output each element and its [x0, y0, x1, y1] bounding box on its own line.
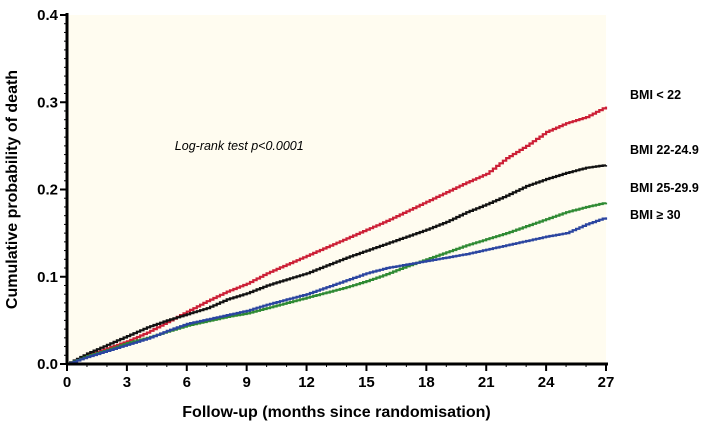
series-line-2 [67, 164, 608, 366]
x-tick-label: 18 [418, 374, 435, 391]
log-rank-annotation: Log-rank test p<0.0001 [175, 139, 304, 153]
x-tick-label: 0 [63, 374, 71, 391]
axes-layer: 0.0 0.1 0.2 0.3 0.4 0 3 6 9 12 15 18 21 24 27 [37, 7, 614, 391]
x-tick-label: 15 [358, 374, 375, 391]
series-line-1 [67, 106, 608, 366]
x-tick-label: 12 [298, 374, 315, 391]
y-tick-label: 0.4 [37, 7, 59, 24]
series-layer [67, 106, 608, 366]
y-tick-label: 0.2 [37, 182, 58, 199]
x-tick-label: 6 [183, 374, 191, 391]
x-axis-title: Follow-up (months since randomisation) [182, 404, 490, 421]
legend-label-1: BMI < 22 [630, 88, 681, 102]
series-line-4 [67, 217, 608, 366]
y-tick-label: 0.1 [37, 269, 58, 286]
y-tick-label: 0.0 [37, 356, 58, 373]
y-tick-label: 0.3 [37, 94, 58, 111]
legend-label-2: BMI 22-24.9 [630, 143, 699, 157]
legend-label-3: BMI 25-29.9 [630, 181, 699, 195]
x-tick-label: 3 [123, 374, 131, 391]
legend-layer: BMI < 22 BMI 22-24.9 BMI 25-29.9 BMI ≥ 30 [630, 88, 699, 222]
x-tick-label: 27 [598, 374, 615, 391]
y-axis-title: Cumulative probability of death [4, 70, 21, 309]
plot-background [67, 15, 606, 364]
x-tick-label: 21 [478, 374, 495, 391]
legend-label-4: BMI ≥ 30 [630, 208, 681, 222]
x-tick-label: 9 [242, 374, 250, 391]
x-tick-label: 24 [538, 374, 555, 391]
